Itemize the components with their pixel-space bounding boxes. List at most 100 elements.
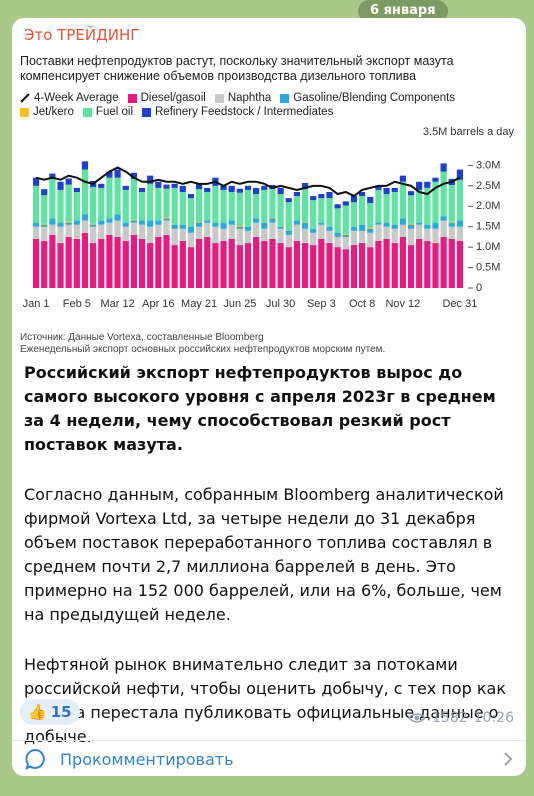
bar-segment [163,188,170,218]
reaction[interactable]: 👍 15 [20,699,80,725]
bar-segment [375,224,382,242]
bar-segment [424,187,431,225]
bar-segment [228,224,235,239]
bar-segment [106,218,113,223]
bar-segment [269,218,276,223]
message-meta: 1582 10:26 [408,710,514,726]
bar-segment [301,228,309,244]
bar-segment [204,191,211,221]
bar-segment [350,230,358,246]
bar-segment [432,222,439,229]
bar-segment [49,177,56,219]
x-tick-label: Jul 30 [266,298,295,310]
channel-name[interactable]: Это ТРЕЙДИНГ [24,26,140,44]
bar-segment [114,236,121,288]
comment-button[interactable]: Прокомментировать [24,744,514,774]
bar-segment [130,222,137,235]
message-text: Российский экспорт нефтепродуктов вырос … [24,361,514,775]
bar-segment [416,222,423,225]
legend-label: Jet/kero [33,106,74,118]
bar-segment [350,196,358,203]
bar-segment [407,223,415,225]
bar-segment [130,234,137,288]
bar-segment [277,187,284,195]
bar-segment [277,226,284,229]
bar-segment [301,243,309,288]
bar-segment [195,222,203,227]
bar-segment [375,189,382,223]
bar-segment [65,224,72,237]
legend-swatch [82,107,92,117]
legend-swatch [142,107,151,117]
bar-segment [293,191,301,197]
bar-segment [236,226,243,229]
bar-segment [350,202,358,227]
bar-segment [41,224,48,227]
bar-segment [350,245,358,288]
bar-segment [375,222,382,225]
bar-segment [301,189,309,222]
bar-segment [90,226,97,244]
bar-segment [448,226,455,239]
legend-item: Refinery Feedstock / Intermediates [142,106,333,118]
bar-segment [407,191,415,196]
eye-icon [408,713,426,723]
bar-segment [391,187,398,192]
legend-swatch [280,93,290,103]
bar-segment [367,228,374,233]
bar-segment [220,228,227,242]
bar-segment [342,249,349,288]
bar-segment [432,228,439,244]
bar-segment [310,228,317,233]
bar-segment [65,178,72,185]
bar-segment [147,175,154,184]
bar-segment [98,224,105,239]
bar-segment [318,194,325,199]
bar-segment [244,189,252,227]
bar-segment [416,189,423,223]
bar-segment [49,234,56,288]
bar-segment [187,226,195,233]
bar-segment [179,241,186,288]
bar-segment [432,181,439,223]
bar-segment [228,238,235,288]
bar-segment [367,203,374,228]
bar-segment [147,220,154,227]
bar-segment [334,208,341,233]
bar-segment [98,187,105,221]
bar-segment [57,226,64,244]
bar-segment [310,196,317,201]
chevron [504,752,513,766]
bar-segment [326,198,333,227]
bar-segment [342,234,349,237]
paragraph: Согласно данным, собранным Bloomberg ана… [24,485,504,624]
bar-segment [301,221,309,223]
bar-segment [130,219,137,221]
bar-segment [342,201,349,206]
bar-segment [195,221,203,223]
bar-segment [456,169,464,180]
bar-segment [49,218,56,225]
bar-segment [440,220,447,237]
bar-segment [114,214,121,221]
bar-segment [228,185,235,192]
x-tick-label: Mar 12 [100,298,134,310]
bar-segment [310,245,317,288]
bar-segment [318,222,325,225]
bar-segment [114,177,121,215]
bar-segment [440,163,447,172]
bar-segment [244,226,252,231]
time: 10:26 [473,710,514,726]
bar-segment [220,189,227,223]
paragraph: Нефтяной рынок внимательно следит за пот… [24,655,506,746]
reaction-emoji: 👍 [28,703,47,721]
bar-segment [359,191,366,197]
bar-segment [367,247,374,288]
bar-segment [195,238,203,288]
bar-segment [32,226,40,239]
bar-segment [73,238,80,288]
bar-segment [391,228,398,244]
bar-segment [448,238,455,288]
x-tick-label: Jan 1 [23,298,50,310]
bar-segment [440,171,447,217]
